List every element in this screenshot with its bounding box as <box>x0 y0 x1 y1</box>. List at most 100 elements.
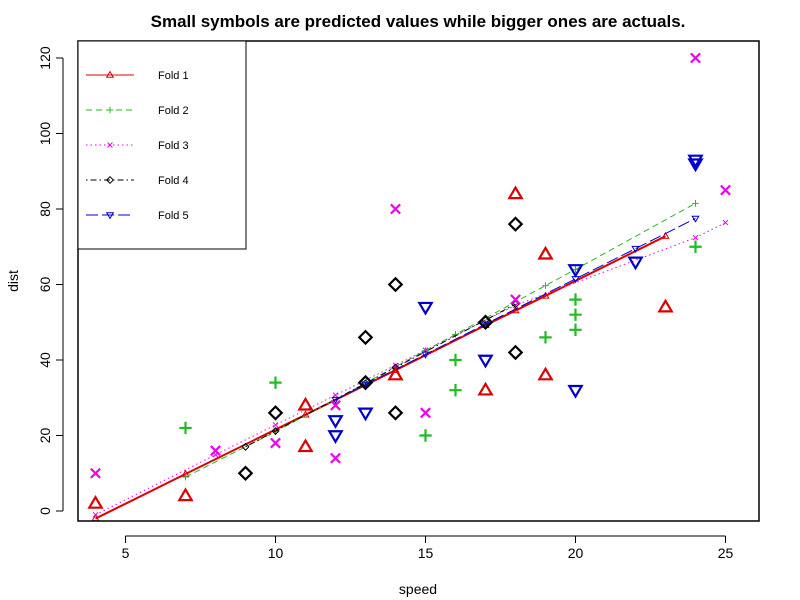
y-tick-label: 80 <box>37 201 53 217</box>
fold3-actual-point <box>420 407 431 419</box>
x-tick-label: 25 <box>718 545 734 561</box>
fold5-actual-point <box>627 256 644 271</box>
fold3-predicted-point <box>332 392 339 398</box>
fold5-actual-point <box>357 407 374 422</box>
legend: Fold 1 Fold 2 Fold 3 Fold 4 Fold 5 <box>77 40 247 250</box>
fold2-actual-point <box>569 323 582 336</box>
x-axis-label: speed <box>399 581 437 597</box>
fold1-actual-point <box>507 185 524 200</box>
y-tick-label: 0 <box>37 507 53 515</box>
fold4-actual-point <box>237 465 254 482</box>
fold2-actual-point <box>449 353 462 367</box>
fold1-actual-point <box>297 438 314 453</box>
fold5-actual-point <box>687 154 704 169</box>
fold1-actual-point <box>297 396 314 411</box>
fold3-actual-point <box>390 203 401 215</box>
fold4-predicted-point <box>271 426 280 435</box>
legend-box <box>77 40 247 250</box>
fold5-actual-point <box>327 430 344 444</box>
fold4-actual-point <box>477 314 494 331</box>
fold3-actual-point <box>90 467 101 479</box>
fold2-actual-point <box>419 429 432 442</box>
fold2-predicted-point <box>572 266 579 273</box>
fold3-actual-point <box>720 184 731 196</box>
fold5-actual-point <box>687 158 704 173</box>
legend-label-fold2: Fold 2 <box>158 105 189 117</box>
fold3-predicted-point <box>722 219 729 226</box>
fold1-actual-point <box>657 298 674 313</box>
fold2-actual-point <box>449 384 462 397</box>
fold5-actual-point <box>567 384 584 399</box>
legend-marker-fold2 <box>106 106 114 114</box>
fold4-actual-point <box>357 329 374 346</box>
fold3-actual-point <box>690 52 701 64</box>
fold1-actual-point <box>477 381 494 396</box>
legend-marker-fold5 <box>105 212 115 220</box>
y-tick-label: 100 <box>37 122 53 146</box>
fold2-actual-point <box>569 293 582 306</box>
fold1-actual-point <box>177 487 194 502</box>
plot-area <box>87 52 731 522</box>
fold2-predicted-point <box>452 331 459 338</box>
y-axis-label: dist <box>5 270 21 292</box>
x-tick-label: 5 <box>122 545 130 561</box>
fold5-actual-point <box>417 301 434 316</box>
fold1-prediction-line <box>95 235 666 520</box>
x-tick-label: 10 <box>268 545 284 561</box>
y-tick-label: 60 <box>37 277 53 293</box>
fold1-predicted-point <box>301 410 310 418</box>
fold5-predicted-point <box>361 381 370 389</box>
fold5-actual-point <box>567 264 584 278</box>
legend-marker-fold1 <box>105 70 115 78</box>
fold2-actual-point <box>569 308 582 321</box>
fold4-actual-point <box>357 374 374 391</box>
fold4-actual-point <box>507 344 524 361</box>
fold2-actual-point <box>689 240 702 253</box>
fold5-actual-point <box>327 415 344 429</box>
fold3-actual-point <box>510 294 521 306</box>
fold5-prediction-line <box>335 217 696 401</box>
fold5-actual-point <box>477 354 494 369</box>
legend-marker-fold3 <box>107 142 113 148</box>
fold3-predicted-point <box>512 302 519 309</box>
fold2-actual-point <box>179 421 192 435</box>
fold5-predicted-point <box>631 245 640 253</box>
fold1-actual-point <box>537 366 554 381</box>
fold2-predicted-point <box>542 282 549 289</box>
fold2-predicted-point <box>692 200 699 207</box>
x-tick-label: 20 <box>568 545 584 561</box>
fold4-actual-point <box>387 405 404 421</box>
y-tick-label: 40 <box>37 352 53 368</box>
legend-label-fold3: Fold 3 <box>158 140 189 152</box>
fold5-predicted-point <box>331 396 340 404</box>
fold1-actual-point <box>87 494 104 509</box>
fold4-actual-point <box>267 405 284 421</box>
fold2-predicted-point <box>182 473 189 481</box>
legend-label-fold1: Fold 1 <box>158 70 189 82</box>
fold4-predicted-point <box>241 442 250 451</box>
plot-frame <box>77 40 760 522</box>
legend-label-fold4: Fold 4 <box>158 175 189 187</box>
fold5-predicted-point <box>691 215 700 223</box>
legend-marker-fold4 <box>105 175 115 185</box>
fold5-predicted-point <box>421 351 430 359</box>
fold3-actual-point <box>210 445 221 457</box>
fold2-actual-point <box>269 376 282 389</box>
fold3-actual-point <box>330 399 341 411</box>
fold1-predicted-point <box>661 231 670 239</box>
chart-title: Small symbols are predicted values while… <box>151 12 686 31</box>
axes: 5 10 15 20 25 0 20 40 60 80 100 120 <box>37 46 733 561</box>
fold4-actual-point <box>387 276 404 293</box>
fold3-predicted-point <box>272 422 279 428</box>
fold4-actual-point <box>507 216 524 232</box>
fold2-actual-point <box>539 331 552 344</box>
y-tick-label: 120 <box>37 46 53 70</box>
fold5-predicted-point <box>481 321 490 329</box>
x-tick-label: 15 <box>418 545 434 561</box>
fold3-predicted-point <box>692 234 699 241</box>
fold3-actual-point <box>270 437 281 449</box>
fold1-actual-point <box>387 366 404 381</box>
y-tick-label: 20 <box>37 428 53 444</box>
fold3-predicted-point <box>92 511 99 518</box>
